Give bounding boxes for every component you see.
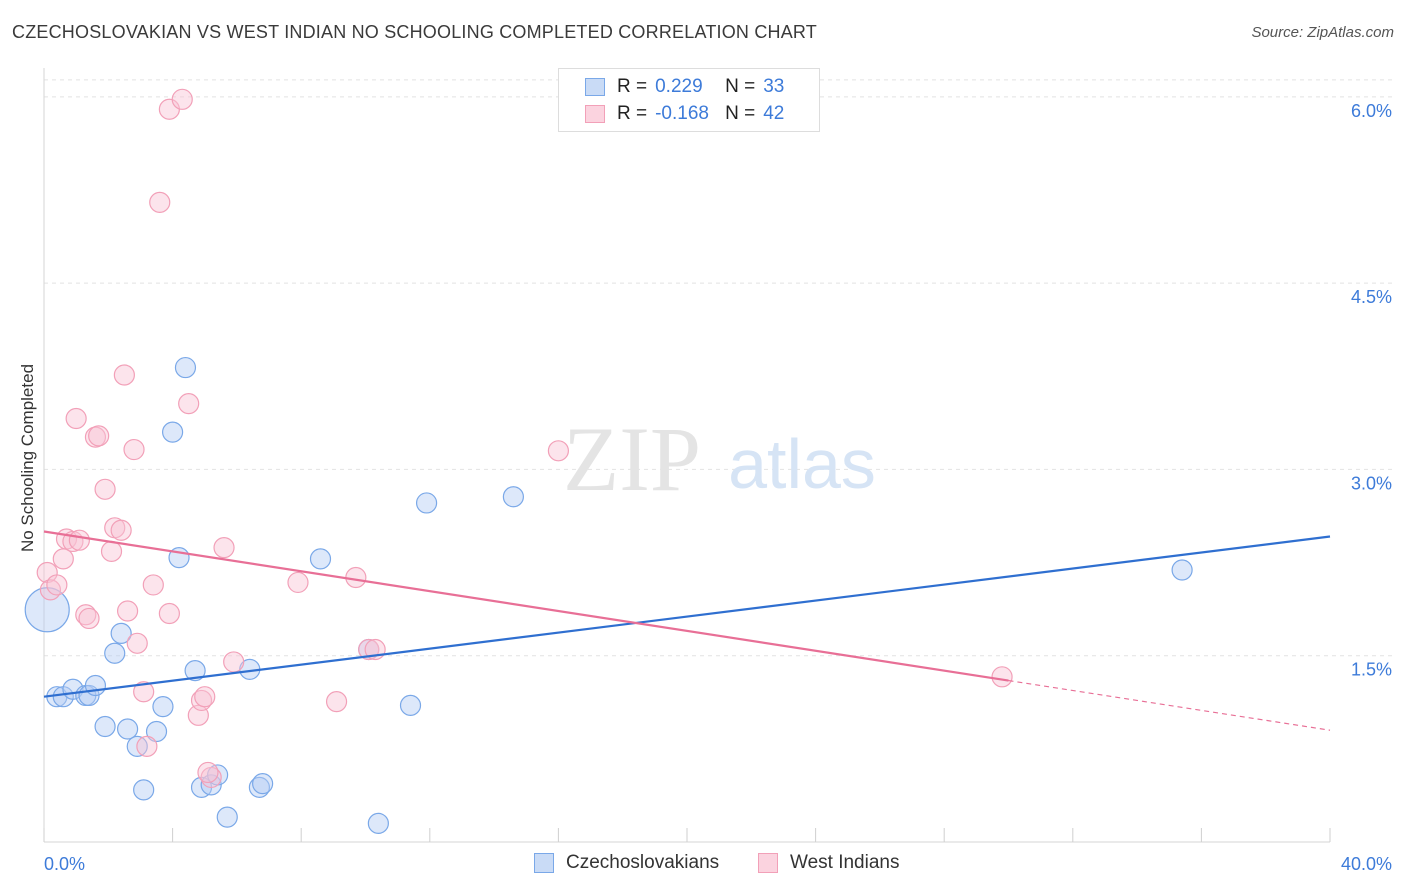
- legend-r-value: 0.229: [655, 76, 703, 97]
- westindian-point: [46, 574, 68, 596]
- czech-point: [248, 776, 271, 798]
- chart-title: CZECHOSLOVAKIAN VS WEST INDIAN NO SCHOOL…: [12, 22, 817, 42]
- points-layer: [24, 88, 1193, 834]
- czech-point: [145, 720, 168, 743]
- y-tick-label: 6.0%: [1351, 101, 1392, 121]
- westindian-point: [358, 638, 380, 661]
- legend-swatch-westindian: [585, 105, 605, 123]
- legend-row-czech: R = 0.229 N = 33: [585, 75, 784, 99]
- westindian-point: [547, 440, 570, 462]
- y-tick-label: 1.5%: [1351, 660, 1392, 680]
- y-tick-label: 3.0%: [1351, 473, 1392, 493]
- source-label: Source: ZipAtlas.com: [1251, 24, 1394, 41]
- czech-point: [174, 356, 197, 379]
- x-tick-label: 0.0%: [44, 854, 85, 874]
- czech-point: [104, 642, 126, 664]
- westindian-point: [65, 407, 87, 430]
- westindian-point: [94, 478, 116, 500]
- tick-labels: 1.5% 3.0% 4.5% 6.0% 0.0% 40.0%: [44, 101, 1392, 874]
- czech-point: [184, 660, 206, 682]
- westindian-point: [149, 191, 171, 214]
- westindian-point: [287, 571, 309, 594]
- westindian-trend-line: [43, 530, 1009, 682]
- westindian-point: [178, 392, 200, 415]
- westindian-point: [75, 604, 97, 626]
- czech-point: [110, 622, 132, 644]
- westindian-point: [158, 602, 180, 625]
- correlation-legend: R = 0.229 N = 33 R = -0.168 N = 42: [558, 68, 820, 132]
- legend-row-westindian: R = -0.168 N = 42: [585, 102, 784, 126]
- westindian-point: [345, 566, 367, 589]
- y-tick-label: 4.5%: [1351, 287, 1392, 307]
- czech-point: [152, 696, 174, 718]
- watermark-zip: ZIP: [563, 408, 701, 510]
- czech-point: [415, 492, 438, 514]
- westindian-point: [110, 519, 132, 541]
- trend-layer: [43, 530, 1331, 731]
- czech-point: [133, 779, 155, 801]
- axis-layer: [43, 68, 1331, 843]
- czech-point: [309, 548, 332, 570]
- westindian-point: [100, 540, 123, 562]
- westindian-point: [991, 666, 1013, 688]
- series-swatch-westindian: [758, 853, 778, 873]
- series-legend-czech: Czechoslovakians: [534, 852, 719, 874]
- czech-point: [116, 718, 139, 740]
- westindian-point: [223, 651, 245, 673]
- czech-point: [502, 486, 524, 508]
- series-swatch-czech: [534, 853, 554, 873]
- westindian-point: [190, 689, 213, 712]
- czech-point: [1171, 559, 1193, 581]
- westindian-point: [194, 686, 216, 708]
- series-label-czech: Czechoslovakians: [566, 852, 720, 873]
- czech-point: [94, 715, 116, 738]
- westindian-point: [68, 529, 90, 551]
- westindian-point: [126, 632, 148, 654]
- legend-n-value: 33: [763, 76, 785, 97]
- series-legend-westindian: West Indians: [758, 852, 899, 874]
- westindian-point: [113, 364, 135, 386]
- westindian-trend-extension: [1008, 679, 1331, 731]
- czech-point: [84, 674, 107, 697]
- westindian-point: [213, 537, 235, 559]
- westindian-point: [325, 691, 348, 713]
- westindian-point: [142, 574, 164, 596]
- watermark: ZIP atlas: [563, 408, 876, 510]
- legend-n-value: 42: [763, 103, 785, 124]
- legend-r-value: -0.168: [655, 103, 709, 124]
- legend-r-label: R =: [617, 76, 648, 97]
- westindian-point: [123, 438, 145, 461]
- series-label-westindian: West Indians: [790, 852, 900, 873]
- czech-point: [399, 694, 422, 716]
- czech-point: [162, 421, 184, 443]
- legend-n-label: N =: [725, 76, 756, 97]
- westindian-point: [52, 548, 74, 570]
- czech-trend-line: [43, 535, 1331, 698]
- czech-point: [216, 806, 238, 828]
- czech-point: [252, 773, 274, 795]
- czech-point: [367, 812, 389, 834]
- westindian-point: [78, 607, 100, 630]
- watermark-atlas: atlas: [728, 425, 876, 503]
- legend-n-label: N =: [725, 103, 756, 124]
- westindian-point: [88, 425, 110, 447]
- x-tick-label: 40.0%: [1341, 854, 1392, 874]
- westindian-point: [171, 88, 193, 110]
- westindian-point: [116, 600, 139, 622]
- westindian-point: [197, 761, 219, 784]
- westindian-point: [136, 735, 158, 757]
- legend-r-label: R =: [617, 103, 648, 124]
- legend-swatch-czech: [585, 78, 605, 96]
- westindian-point: [133, 681, 155, 703]
